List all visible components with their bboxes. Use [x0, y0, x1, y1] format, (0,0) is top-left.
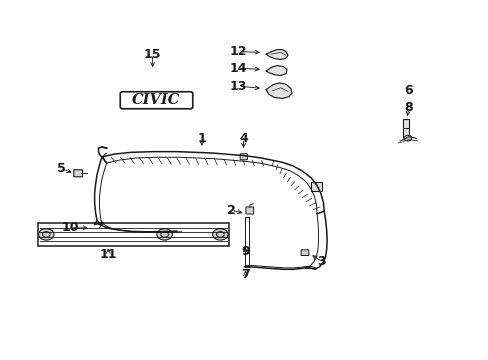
Text: 5: 5 — [57, 162, 66, 175]
Text: 9: 9 — [241, 245, 249, 258]
Bar — [38, 223, 228, 246]
Polygon shape — [265, 66, 286, 76]
Text: 6: 6 — [404, 84, 412, 97]
Text: 1: 1 — [197, 132, 206, 145]
Text: CIVIC: CIVIC — [132, 93, 181, 107]
Circle shape — [403, 135, 411, 141]
Text: 15: 15 — [143, 48, 161, 61]
Text: 12: 12 — [229, 45, 247, 58]
Text: 3: 3 — [317, 255, 325, 268]
Polygon shape — [265, 83, 291, 99]
Text: 2: 2 — [226, 204, 235, 217]
Circle shape — [157, 229, 172, 240]
Text: 13: 13 — [229, 80, 247, 93]
Text: 8: 8 — [404, 101, 412, 114]
Polygon shape — [265, 50, 287, 59]
Text: 4: 4 — [239, 132, 247, 145]
Circle shape — [212, 229, 227, 240]
FancyBboxPatch shape — [240, 154, 247, 160]
Bar — [402, 119, 408, 137]
FancyBboxPatch shape — [245, 207, 253, 214]
FancyBboxPatch shape — [74, 170, 82, 177]
Text: 10: 10 — [61, 221, 79, 234]
FancyBboxPatch shape — [301, 250, 308, 256]
Text: 7: 7 — [241, 269, 249, 282]
Circle shape — [39, 229, 54, 240]
Text: 14: 14 — [229, 62, 247, 75]
Text: 11: 11 — [99, 248, 117, 261]
Bar — [310, 183, 321, 192]
